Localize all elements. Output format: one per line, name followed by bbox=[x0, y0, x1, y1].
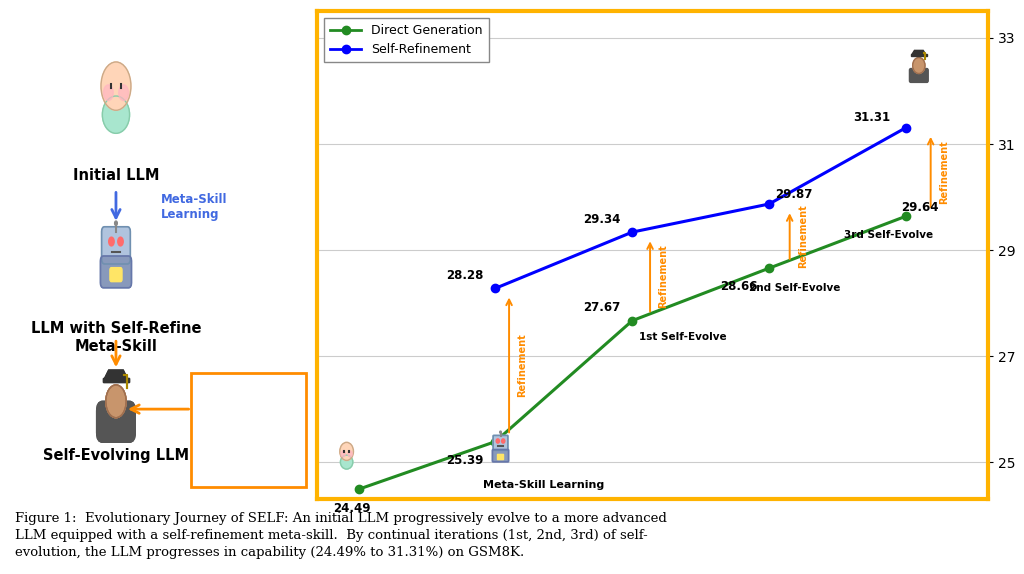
Circle shape bbox=[341, 451, 345, 457]
Text: Meta-Skill Learning: Meta-Skill Learning bbox=[482, 480, 604, 490]
Text: 1st Self-Evolve: 1st Self-Evolve bbox=[639, 332, 727, 342]
Text: Self-Evolving LLM: Self-Evolving LLM bbox=[43, 448, 189, 463]
FancyBboxPatch shape bbox=[493, 449, 509, 461]
Circle shape bbox=[500, 431, 502, 433]
Text: 31.31: 31.31 bbox=[853, 111, 891, 124]
Text: 2nd Self-Evolve: 2nd Self-Evolve bbox=[749, 284, 840, 293]
Circle shape bbox=[105, 385, 126, 418]
Circle shape bbox=[502, 439, 505, 443]
Text: 29.34: 29.34 bbox=[584, 212, 621, 226]
Polygon shape bbox=[102, 378, 129, 382]
FancyBboxPatch shape bbox=[101, 227, 130, 264]
Bar bbox=[191, 373, 306, 487]
Text: 29.87: 29.87 bbox=[775, 188, 812, 201]
Circle shape bbox=[109, 237, 114, 246]
FancyBboxPatch shape bbox=[96, 401, 135, 443]
Text: 28.66: 28.66 bbox=[720, 281, 758, 293]
FancyBboxPatch shape bbox=[494, 436, 508, 450]
Polygon shape bbox=[910, 54, 927, 56]
Polygon shape bbox=[103, 370, 128, 380]
Text: 24.49: 24.49 bbox=[333, 502, 371, 514]
Text: LLM with Self-Refine
Meta-Skill: LLM with Self-Refine Meta-Skill bbox=[31, 321, 202, 354]
Text: Initial LLM: Initial LLM bbox=[73, 168, 159, 183]
Text: 29.64: 29.64 bbox=[901, 201, 938, 214]
Circle shape bbox=[103, 85, 114, 100]
Circle shape bbox=[119, 85, 128, 100]
Text: 28.28: 28.28 bbox=[446, 269, 484, 282]
Text: Refinement: Refinement bbox=[517, 333, 527, 397]
Text: Refinement: Refinement bbox=[658, 245, 669, 308]
Polygon shape bbox=[103, 370, 128, 380]
Text: 3rd Self-Evolve: 3rd Self-Evolve bbox=[845, 230, 934, 241]
Circle shape bbox=[101, 62, 131, 110]
Polygon shape bbox=[911, 51, 926, 55]
Text: Meta-Skill
Learning: Meta-Skill Learning bbox=[162, 193, 227, 220]
FancyBboxPatch shape bbox=[96, 401, 135, 443]
Circle shape bbox=[340, 443, 353, 460]
Circle shape bbox=[348, 451, 352, 457]
Circle shape bbox=[105, 385, 126, 418]
FancyBboxPatch shape bbox=[100, 256, 131, 288]
Text: Refinement: Refinement bbox=[939, 140, 949, 204]
FancyBboxPatch shape bbox=[110, 267, 122, 282]
Text: 27.67: 27.67 bbox=[584, 301, 621, 314]
Text: Figure 1:  Evolutionary Journey of SELF: An initial LLM progressively evolve to : Figure 1: Evolutionary Journey of SELF: … bbox=[15, 512, 668, 559]
Circle shape bbox=[912, 57, 925, 73]
Ellipse shape bbox=[340, 455, 353, 469]
Polygon shape bbox=[102, 378, 129, 382]
Legend: Direct Generation, Self-Refinement: Direct Generation, Self-Refinement bbox=[324, 18, 488, 63]
Circle shape bbox=[497, 439, 500, 443]
Text: Refinement: Refinement bbox=[798, 204, 808, 268]
Ellipse shape bbox=[102, 96, 130, 133]
FancyBboxPatch shape bbox=[909, 68, 928, 83]
Circle shape bbox=[115, 221, 118, 226]
Text: 25.39: 25.39 bbox=[446, 454, 484, 467]
FancyBboxPatch shape bbox=[498, 455, 504, 460]
Circle shape bbox=[118, 237, 123, 246]
